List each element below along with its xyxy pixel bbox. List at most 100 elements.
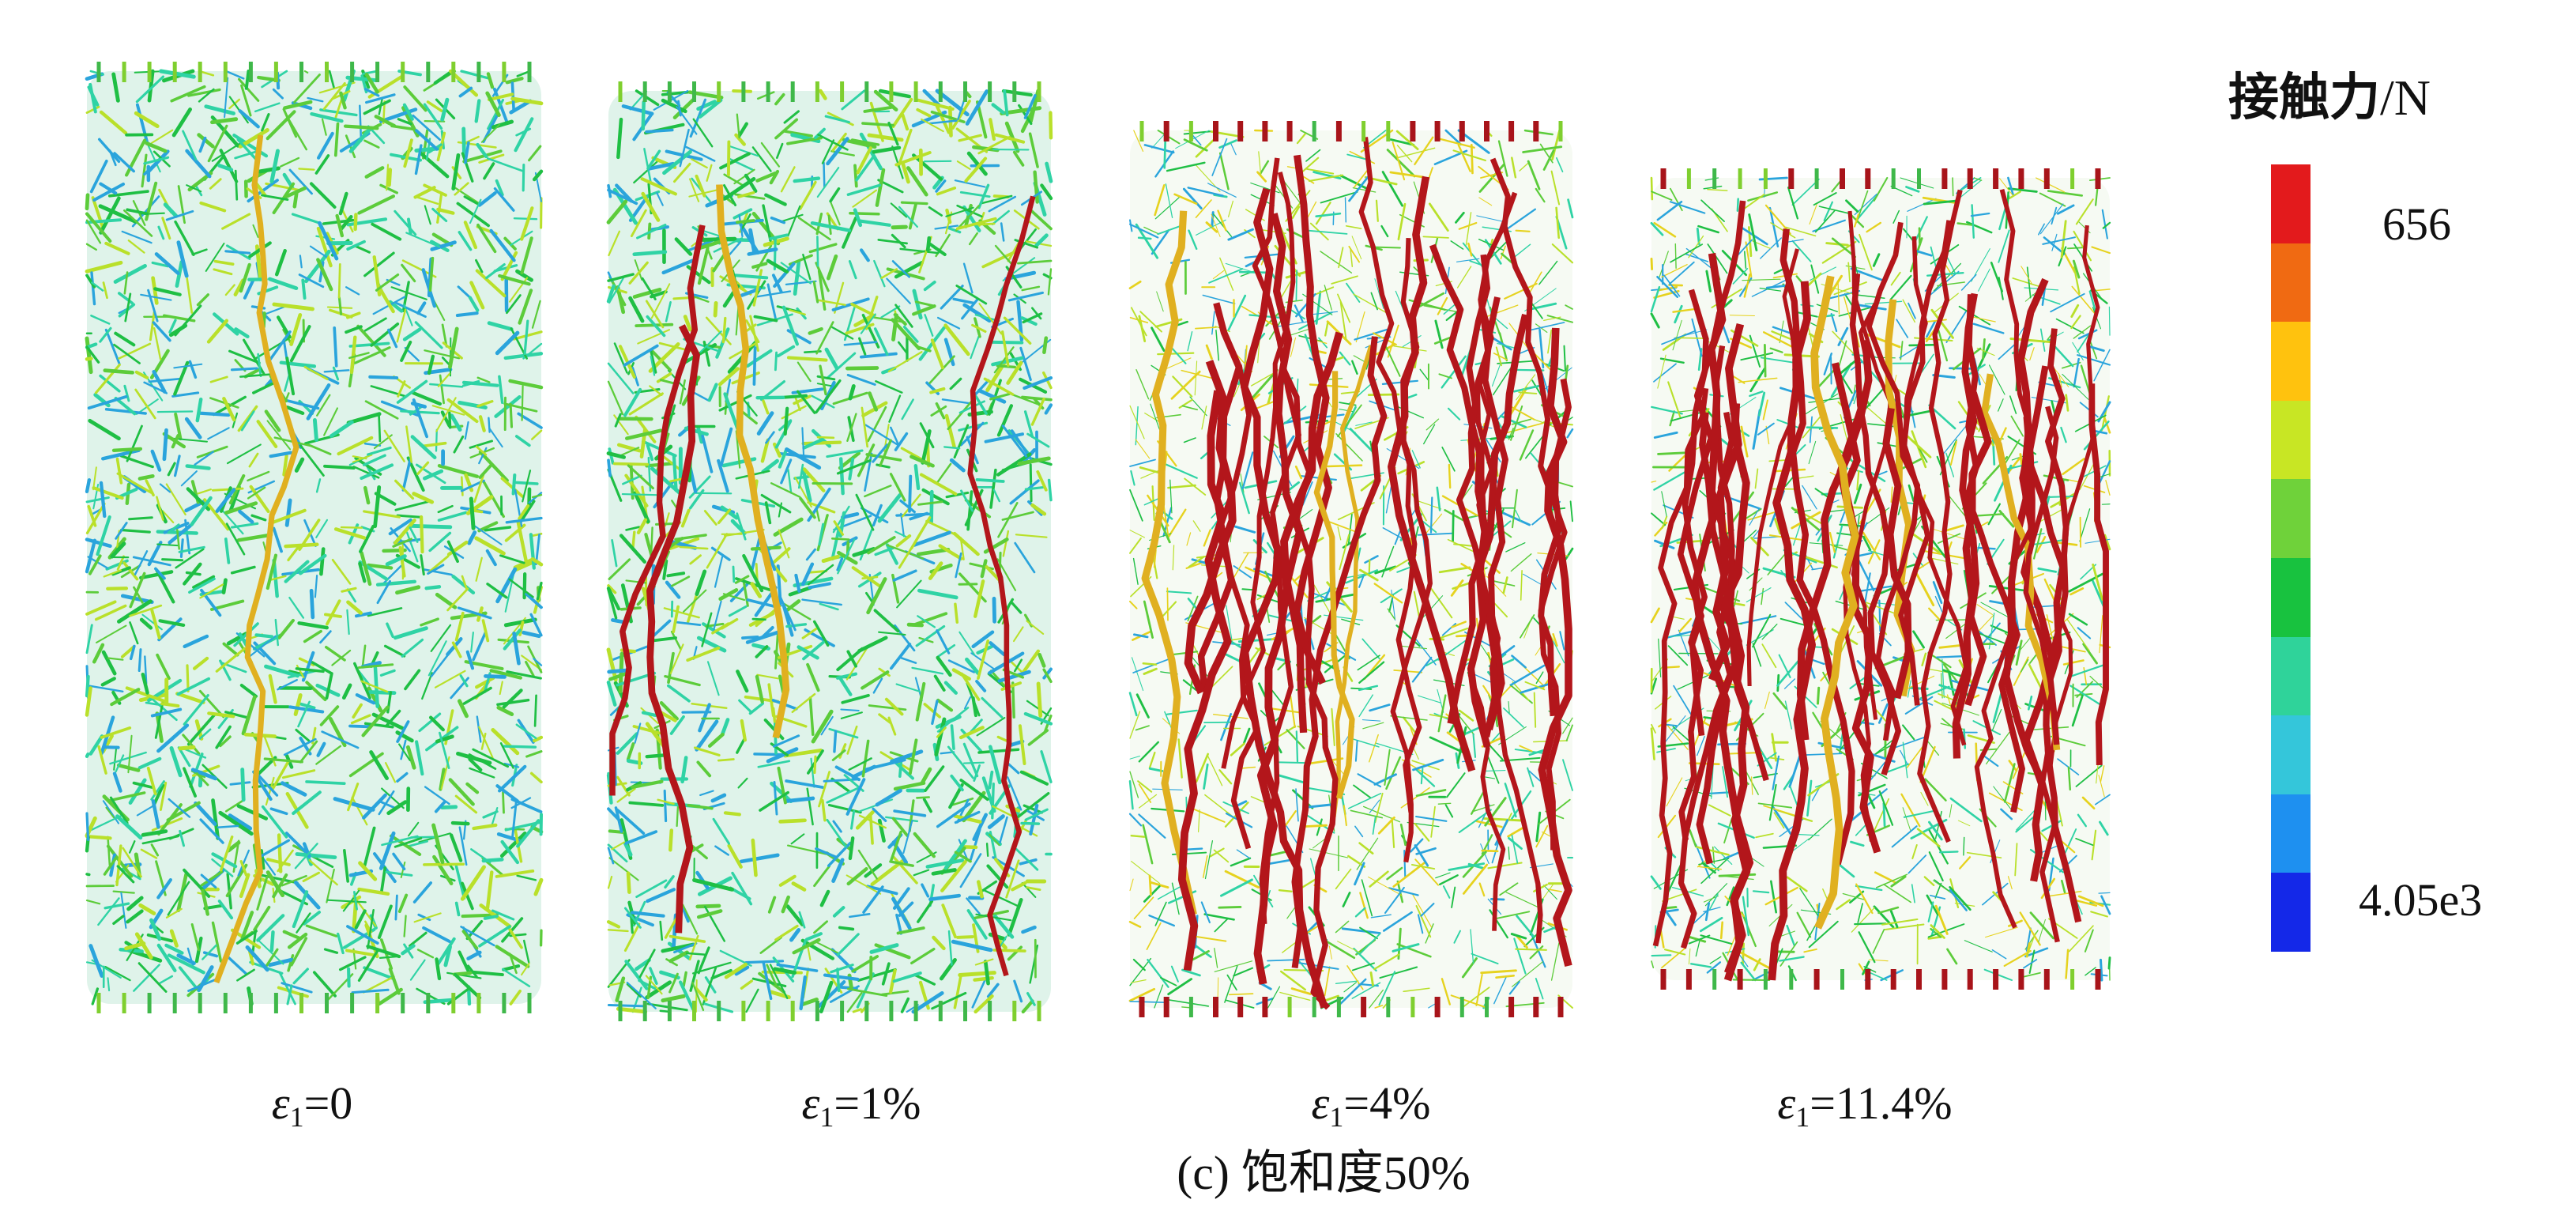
contact-chain [1422,236,1449,239]
contact-chain [815,847,837,858]
contact-chain [1653,431,1678,439]
contact-chain [975,913,1012,922]
contact-chain [624,428,663,440]
contact-chain [857,968,897,982]
contact-chain [128,840,136,854]
contact-chain [1776,468,1806,473]
contact-chain [339,956,367,971]
contact-chain [820,715,834,736]
contact-chain [891,145,904,179]
contact-chain [699,790,714,797]
contact-chain [1522,145,1563,153]
contact-chain [889,860,914,867]
contact-chain [1278,889,1293,892]
contact-chain [833,520,845,536]
contact-chain [960,489,974,512]
contact-chain [401,458,412,492]
contact-chain [215,488,236,513]
strong-force-chain [1331,345,1373,818]
contact-chain [431,823,445,865]
contact-chain [1448,862,1486,871]
contact-chain [853,164,858,188]
contact-chain [1948,672,1955,696]
contact-chain [102,281,108,300]
contact-chain [247,486,266,500]
contact-chain [663,607,700,619]
contact-chain [87,394,128,410]
contact-chain [679,980,695,1012]
contact-chain [140,293,172,301]
contact-chain [1478,239,1505,251]
contact-chain [103,855,119,876]
contact-chain [1209,847,1225,858]
contact-chain [533,877,544,896]
contact-chain [1157,225,1181,236]
contact-chain [669,715,685,735]
contact-chain [484,526,512,532]
contact-chain [476,142,488,159]
contact-chain [2039,508,2065,522]
contact-chain [683,315,692,332]
contact-chain [1707,243,1728,274]
contact-chain [129,572,146,609]
contact-chain [424,120,446,123]
contact-chain [617,417,653,421]
contact-chain [2038,223,2045,236]
contact-chain [1047,268,1053,296]
contact-chain [772,734,800,748]
contact-chain [116,555,125,571]
contact-chain [147,69,155,103]
contact-chain [712,817,730,845]
contact-chain [1840,373,1853,394]
contact-chain [393,518,416,545]
contact-chain [499,681,503,696]
contact-chain [458,231,473,251]
contact-chain [116,472,153,494]
contact-chain [1650,875,1662,890]
contact-chain [2014,843,2018,877]
contact-chain [525,750,543,758]
contact-chain [760,493,792,514]
contact-chain [105,806,115,819]
contact-chain [143,156,170,165]
contact-chain [1258,151,1262,175]
contact-chain [973,975,994,982]
contact-chain [1970,315,1996,323]
contact-chain [1924,778,1947,802]
contact-chain [869,943,899,954]
contact-chain [886,277,911,304]
contact-chain [1166,709,1198,715]
contact-chain [217,164,234,172]
contact-chain [1837,281,1840,315]
contact-chain [1002,530,1010,557]
contact-chain [608,558,631,580]
contact-chain [1478,882,1486,897]
contact-chain [796,390,816,414]
contact-chain [1385,756,1402,790]
contact-chain [1309,848,1349,858]
contact-chain [468,757,483,771]
contact-chain [928,206,943,217]
contact-chain [120,645,136,658]
contact-chain [673,942,698,954]
contact-chain [476,376,491,383]
contact-chain [1889,274,1912,300]
contact-chain [363,826,376,867]
contact-chain [1023,410,1034,439]
contact-chain [237,849,250,877]
contact-chain [1856,557,1875,592]
contact-chain [396,308,407,343]
contact-chain [207,124,228,163]
contact-chain [1437,802,1452,805]
contact-chain [736,737,746,754]
contact-chain [312,971,337,998]
contact-chain [1769,347,1783,353]
contact-chain [1975,614,1994,634]
contact-chain [764,501,772,525]
contact-chain [468,970,504,977]
contact-chain [1005,859,1020,899]
contact-chain [436,131,446,162]
contact-chain [976,717,1006,737]
contact-chain [1858,931,1876,964]
contact-chain [1331,707,1335,746]
